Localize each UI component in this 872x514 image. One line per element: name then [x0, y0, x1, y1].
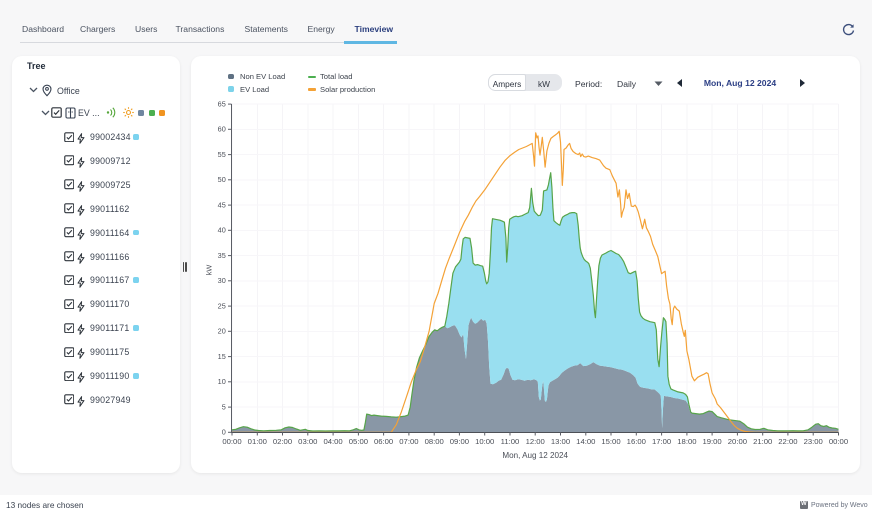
svg-text:13:00: 13:00 [551, 437, 570, 446]
svg-text:09:00: 09:00 [450, 437, 469, 446]
svg-text:11:00: 11:00 [501, 437, 520, 446]
svg-text:35: 35 [218, 251, 226, 260]
svg-text:40: 40 [218, 226, 226, 235]
svg-text:55: 55 [218, 150, 226, 159]
svg-text:17:00: 17:00 [652, 437, 671, 446]
svg-text:23:00: 23:00 [804, 437, 823, 446]
svg-text:Mon, Aug 12 2024: Mon, Aug 12 2024 [502, 451, 568, 460]
svg-text:25: 25 [218, 301, 226, 310]
svg-text:22:00: 22:00 [778, 437, 797, 446]
svg-text:15: 15 [218, 352, 226, 361]
svg-text:30: 30 [218, 276, 226, 285]
svg-text:16:00: 16:00 [627, 437, 646, 446]
svg-text:03:00: 03:00 [298, 437, 317, 446]
svg-text:14:00: 14:00 [576, 437, 595, 446]
svg-text:12:00: 12:00 [526, 437, 545, 446]
svg-text:08:00: 08:00 [425, 437, 444, 446]
svg-text:45: 45 [218, 201, 226, 210]
svg-text:50: 50 [218, 175, 226, 184]
svg-text:21:00: 21:00 [753, 437, 772, 446]
svg-text:20: 20 [218, 327, 226, 336]
svg-text:0: 0 [222, 428, 226, 437]
svg-text:00:00: 00:00 [222, 437, 241, 446]
svg-text:65: 65 [218, 100, 226, 109]
svg-text:04:00: 04:00 [323, 437, 342, 446]
svg-text:10:00: 10:00 [475, 437, 494, 446]
svg-text:01:00: 01:00 [248, 437, 267, 446]
svg-text:19:00: 19:00 [702, 437, 721, 446]
svg-text:60: 60 [218, 125, 226, 134]
svg-text:kW: kW [205, 265, 214, 276]
svg-text:02:00: 02:00 [273, 437, 292, 446]
svg-text:5: 5 [222, 402, 226, 411]
svg-text:05:00: 05:00 [349, 437, 368, 446]
svg-text:06:00: 06:00 [374, 437, 393, 446]
svg-text:10: 10 [218, 377, 226, 386]
svg-text:20:00: 20:00 [728, 437, 747, 446]
svg-text:00:00: 00:00 [829, 437, 848, 446]
svg-text:18:00: 18:00 [677, 437, 696, 446]
svg-text:15:00: 15:00 [601, 437, 620, 446]
svg-text:07:00: 07:00 [399, 437, 418, 446]
